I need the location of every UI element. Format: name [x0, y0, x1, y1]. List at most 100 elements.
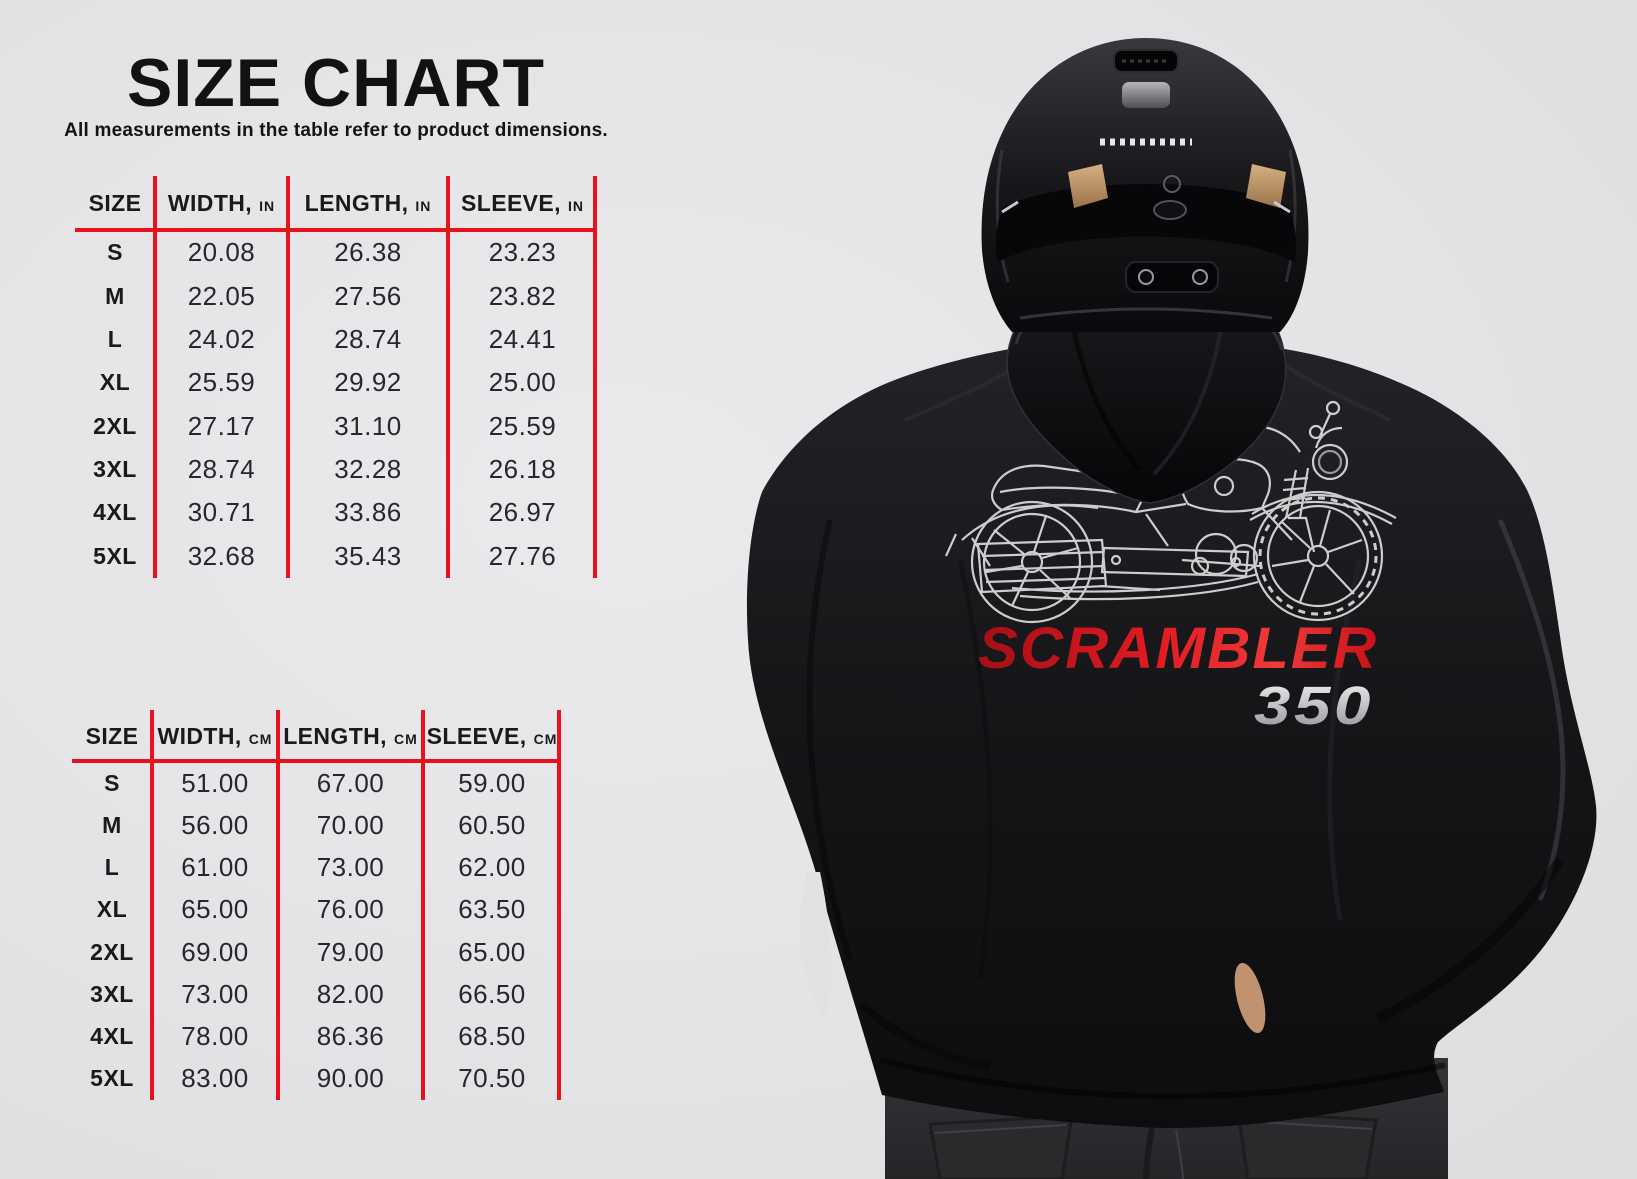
- size-table-inches: SIZE WIDTH, IN LENGTH, IN SLEEVE, IN S 20.08 26.3…: [75, 176, 597, 578]
- column-header-size: SIZE: [72, 710, 152, 762]
- size-label: 5XL: [90, 1065, 134, 1092]
- sleeve-value: 65.00: [458, 936, 526, 967]
- table-rule-vertical: [593, 176, 597, 578]
- length-value: 27.56: [334, 280, 402, 311]
- size-label: L: [104, 854, 120, 881]
- width-value: 65.00: [181, 894, 249, 925]
- column-header-width: WIDTH, IN: [155, 176, 288, 231]
- sleeve-value: 25.00: [488, 367, 557, 398]
- unit-label: CM: [533, 730, 558, 747]
- length-value: 82.00: [316, 978, 385, 1009]
- size-label: XL: [96, 896, 128, 923]
- width-value: 24.02: [187, 323, 256, 354]
- length-value: 26.38: [334, 237, 402, 268]
- width-value: 73.00: [181, 978, 249, 1009]
- length-value: 73.00: [316, 852, 385, 883]
- print-350-text: 350: [1254, 676, 1374, 736]
- sleeve-value: 63.50: [458, 894, 526, 925]
- column-header-size: SIZE: [75, 176, 155, 231]
- length-value: 32.28: [334, 454, 402, 485]
- width-value: 30.71: [187, 497, 256, 528]
- sleeve-value: 70.50: [458, 1063, 526, 1094]
- size-label: 4XL: [93, 499, 137, 526]
- sleeve-value: 59.00: [458, 767, 526, 798]
- column-header-label: LENGTH,: [304, 190, 409, 216]
- hoodie: [746, 346, 1597, 1128]
- sleeve-value: 62.00: [458, 852, 526, 883]
- length-value: 33.86: [334, 497, 402, 528]
- table-rule-vertical: [557, 710, 561, 1100]
- table-rule-vertical: [421, 710, 425, 1100]
- length-value: 79.00: [316, 936, 385, 967]
- column-header-label: SIZE: [85, 722, 139, 749]
- helmet-chin-module: [1125, 261, 1219, 293]
- helmet-spoiler: [995, 184, 1297, 262]
- table-rule-vertical: [446, 176, 450, 578]
- width-value: 28.74: [187, 454, 256, 485]
- size-label: 4XL: [90, 1023, 134, 1050]
- column-header-label: WIDTH,: [167, 190, 253, 216]
- helmet-visor-insert: [1122, 82, 1170, 108]
- helmet-tan-panel-right: [1246, 164, 1286, 208]
- column-header-width: WIDTH, CM: [152, 710, 278, 762]
- sleeve-value: 66.50: [458, 978, 526, 1009]
- sleeve-value: 23.23: [488, 237, 557, 268]
- column-header-sleeve: SLEEVE, CM: [423, 710, 561, 762]
- sleeve-value: 25.59: [488, 410, 557, 441]
- unit-label: IN: [567, 198, 584, 214]
- length-value: 90.00: [316, 1063, 385, 1094]
- unit-label: CM: [393, 730, 418, 747]
- size-label: 3XL: [93, 456, 137, 483]
- size-label: L: [107, 325, 123, 352]
- motorcycle-line-art: [944, 400, 1397, 624]
- length-value: 86.36: [316, 1021, 385, 1052]
- sleeve-value: 60.50: [458, 809, 526, 840]
- table-rule-vertical: [286, 176, 290, 578]
- width-value: 22.05: [187, 280, 256, 311]
- sleeve-value: 23.82: [488, 280, 557, 311]
- sleeve-value: 26.18: [488, 454, 557, 485]
- helmet-rim: [1019, 307, 1273, 320]
- length-value: 31.10: [334, 410, 402, 441]
- helmet-emblem: [1153, 200, 1187, 220]
- column-header-label: SIZE: [88, 190, 142, 216]
- helmet-logo-badge: [1163, 175, 1181, 193]
- unit-label: IN: [415, 198, 432, 214]
- column-header-label: WIDTH,: [157, 722, 242, 749]
- size-label: S: [107, 239, 123, 266]
- width-value: 56.00: [181, 809, 249, 840]
- length-value: 70.00: [316, 809, 385, 840]
- unit-label: IN: [259, 198, 276, 214]
- table-rule-header-underline: [72, 759, 561, 763]
- width-value: 61.00: [181, 852, 249, 883]
- jeans-right-pocket: [1236, 1110, 1378, 1179]
- width-value: 20.08: [187, 237, 256, 268]
- sleeve-value: 26.97: [488, 497, 557, 528]
- width-value: 32.68: [187, 540, 256, 571]
- size-label: 3XL: [90, 980, 134, 1007]
- sleeve-value: 68.50: [458, 1021, 526, 1052]
- sleeve-value: 27.76: [488, 540, 557, 571]
- arm-gap: [800, 872, 831, 1024]
- width-value: 27.17: [187, 410, 256, 441]
- print-scrambler-text: SCRAMBLER: [978, 616, 1378, 681]
- helmet: [981, 38, 1309, 332]
- helmet-tan-panel-left: [1068, 164, 1108, 208]
- size-label: 2XL: [90, 938, 134, 965]
- size-label: 5XL: [93, 542, 137, 569]
- column-header-label: SLEEVE,: [461, 190, 561, 216]
- length-value: 67.00: [316, 767, 385, 798]
- page-subtitle: All measurements in the table refer to p…: [64, 120, 608, 141]
- width-value: 51.00: [181, 767, 249, 798]
- column-header-sleeve: SLEEVE, IN: [448, 176, 597, 231]
- width-value: 83.00: [181, 1063, 249, 1094]
- size-label: S: [104, 769, 120, 796]
- width-value: 69.00: [181, 936, 249, 967]
- size-label: XL: [99, 369, 131, 396]
- page-title: SIZE CHART: [127, 45, 545, 121]
- unit-label: CM: [248, 730, 273, 747]
- length-value: 29.92: [334, 367, 402, 398]
- column-header-length: LENGTH, CM: [278, 710, 423, 762]
